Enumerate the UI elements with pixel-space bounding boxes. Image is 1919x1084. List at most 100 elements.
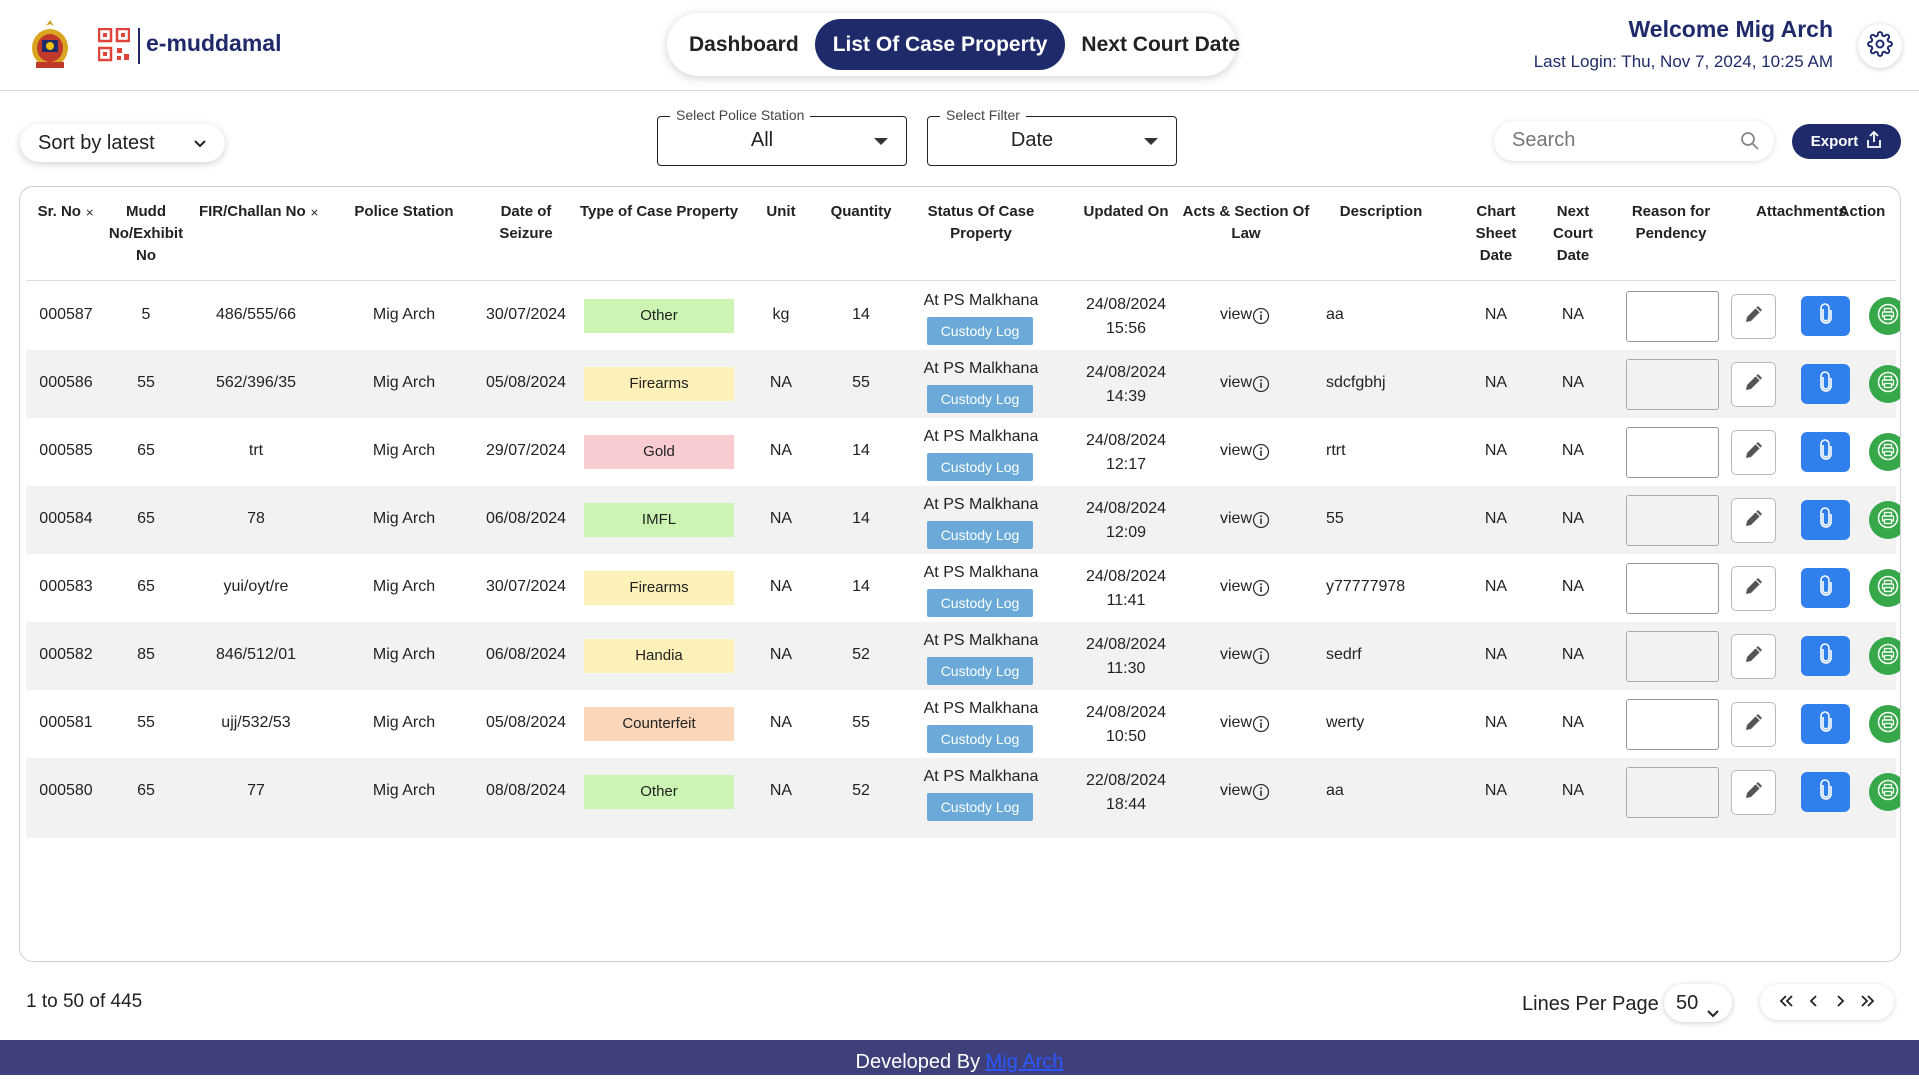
edit-button[interactable] — [1731, 702, 1776, 747]
acts-view-link[interactable]: view — [1219, 306, 1252, 323]
first-page-icon[interactable] — [1778, 992, 1794, 1013]
prev-page-icon[interactable] — [1809, 992, 1819, 1013]
reason-for-pendency-input[interactable] — [1626, 359, 1719, 410]
custody-log-button[interactable]: Custody Log — [927, 657, 1033, 685]
sort-dropdown[interactable]: Sort by latest — [20, 124, 225, 162]
col-sr-no[interactable]: Sr. No ⨯ — [37, 203, 95, 220]
edit-button[interactable] — [1731, 294, 1776, 339]
print-button[interactable] — [1869, 705, 1900, 743]
attachment-button[interactable] — [1801, 296, 1850, 336]
cell-unit: NA — [769, 714, 793, 731]
cell-mudd-no: 55 — [137, 374, 155, 391]
search-icon[interactable] — [1740, 131, 1760, 156]
cell-mudd-no: 65 — [137, 510, 155, 527]
search-box — [1494, 121, 1774, 161]
attachment-button[interactable] — [1801, 636, 1850, 676]
cell-mudd-no: 65 — [137, 578, 155, 595]
qr-logo-icon — [97, 27, 131, 62]
cell-description: aa — [1326, 782, 1344, 799]
print-button[interactable] — [1869, 773, 1900, 811]
info-icon[interactable] — [1252, 647, 1270, 670]
settings-button[interactable] — [1858, 24, 1902, 68]
cell-unit: NA — [769, 578, 793, 595]
nav-list-of-case-property[interactable]: List Of Case Property — [814, 19, 1066, 70]
filter-select[interactable]: Select Filter Date — [927, 107, 1177, 166]
police-station-select[interactable]: Select Police Station All — [657, 107, 907, 166]
reason-for-pendency-input[interactable] — [1626, 767, 1719, 818]
custody-log-button[interactable]: Custody Log — [927, 725, 1033, 753]
attachment-button[interactable] — [1801, 364, 1850, 404]
print-button[interactable] — [1869, 297, 1900, 335]
attachment-button[interactable] — [1801, 772, 1850, 812]
edit-button[interactable] — [1731, 430, 1776, 475]
custody-log-button[interactable]: Custody Log — [927, 453, 1033, 481]
edit-button[interactable] — [1731, 566, 1776, 611]
print-button[interactable] — [1869, 569, 1900, 607]
acts-view-link[interactable]: view — [1219, 714, 1252, 731]
chevron-down-icon — [1706, 996, 1720, 1034]
nav-next-court-date[interactable]: Next Court Date — [1081, 33, 1241, 56]
attachment-button[interactable] — [1801, 500, 1850, 540]
reason-for-pendency-input[interactable] — [1626, 563, 1719, 614]
last-login-text: Last Login: Thu, Nov 7, 2024, 10:25 AM — [1533, 52, 1833, 71]
reason-for-pendency-input[interactable] — [1626, 631, 1719, 682]
info-icon[interactable] — [1252, 375, 1270, 398]
search-input[interactable] — [1512, 129, 1712, 152]
paperclip-icon — [1819, 506, 1833, 534]
col-chart-sheet-date: Chart Sheet Date — [1475, 203, 1517, 264]
cell-mudd-no: 65 — [137, 442, 155, 459]
info-icon[interactable] — [1252, 443, 1270, 466]
cell-sr-no: 000585 — [39, 442, 93, 459]
cell-quantity: 14 — [852, 442, 870, 459]
reason-for-pendency-input[interactable] — [1626, 427, 1719, 478]
next-page-icon[interactable] — [1835, 992, 1845, 1013]
cell-police-station: Mig Arch — [372, 646, 436, 663]
custody-log-button[interactable]: Custody Log — [927, 317, 1033, 345]
nav-dashboard[interactable]: Dashboard — [689, 33, 799, 56]
last-page-icon[interactable] — [1860, 992, 1876, 1013]
cell-date-of-seizure: 05/08/2024 — [485, 714, 567, 731]
edit-button[interactable] — [1731, 498, 1776, 543]
col-fir-no[interactable]: FIR/Challan No ⨯ — [198, 203, 320, 220]
cell-updated-date: 24/08/2024 — [1085, 296, 1167, 313]
police-station-value: All — [750, 129, 774, 151]
acts-view-link[interactable]: view — [1219, 782, 1252, 799]
print-button[interactable] — [1869, 433, 1900, 471]
reason-for-pendency-input[interactable] — [1626, 699, 1719, 750]
acts-view-link[interactable]: view — [1219, 442, 1252, 459]
info-icon[interactable] — [1252, 579, 1270, 602]
reason-for-pendency-input[interactable] — [1626, 291, 1719, 342]
pencil-icon — [1743, 575, 1765, 602]
acts-view-link[interactable]: view — [1219, 374, 1252, 391]
print-button[interactable] — [1869, 637, 1900, 675]
info-icon[interactable] — [1252, 715, 1270, 738]
print-button[interactable] — [1869, 501, 1900, 539]
attachment-button[interactable] — [1801, 704, 1850, 744]
reason-for-pendency-input[interactable] — [1626, 495, 1719, 546]
custody-log-button[interactable]: Custody Log — [927, 521, 1033, 549]
app-header: e-muddamal Dashboard List Of Case Proper… — [0, 0, 1919, 91]
acts-view-link[interactable]: view — [1219, 578, 1252, 595]
print-icon — [1877, 439, 1899, 466]
info-icon[interactable] — [1252, 783, 1270, 806]
info-icon[interactable] — [1252, 511, 1270, 534]
acts-view-link[interactable]: view — [1219, 510, 1252, 527]
attachment-button[interactable] — [1801, 432, 1850, 472]
export-button[interactable]: Export — [1792, 124, 1901, 159]
pencil-icon — [1743, 371, 1765, 398]
col-acts: Acts & Section Of Law — [1182, 203, 1310, 242]
attachment-button[interactable] — [1801, 568, 1850, 608]
print-button[interactable] — [1869, 365, 1900, 403]
acts-view-link[interactable]: view — [1219, 646, 1252, 663]
edit-button[interactable] — [1731, 770, 1776, 815]
info-icon[interactable] — [1252, 307, 1270, 330]
footer-link[interactable]: Mig Arch — [985, 1051, 1064, 1073]
custody-log-button[interactable]: Custody Log — [927, 793, 1033, 821]
cell-quantity: 14 — [852, 306, 870, 323]
edit-button[interactable] — [1731, 634, 1776, 679]
custody-log-button[interactable]: Custody Log — [927, 385, 1033, 413]
lines-per-page-select[interactable]: 50 — [1664, 984, 1732, 1022]
custody-log-button[interactable]: Custody Log — [927, 589, 1033, 617]
edit-button[interactable] — [1731, 362, 1776, 407]
pencil-icon — [1743, 439, 1765, 466]
